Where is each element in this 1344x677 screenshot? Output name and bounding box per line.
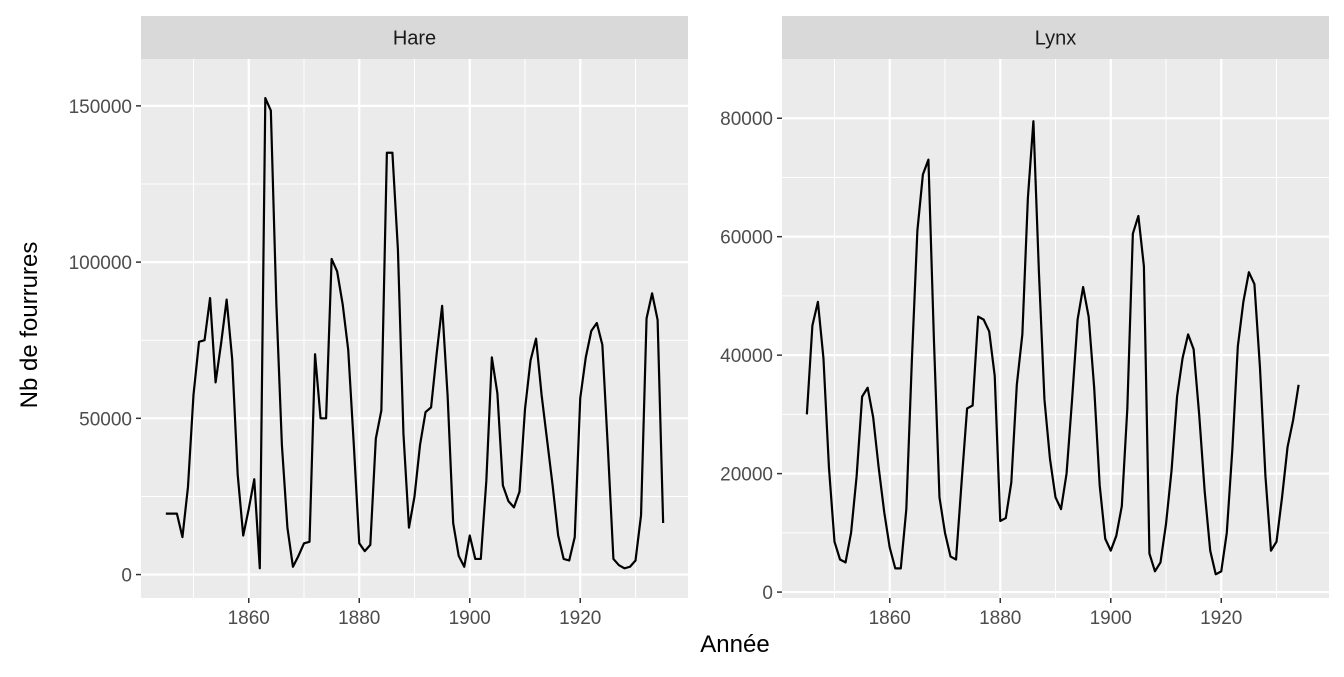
y-tick-label: 0	[121, 566, 132, 587]
x-tick-label: 1860	[869, 608, 911, 629]
x-tick-label: 1880	[979, 608, 1021, 629]
facet-strip	[141, 16, 688, 59]
x-tick-label: 1860	[228, 608, 270, 629]
series-line-hare	[165, 96, 665, 570]
y-tick-label: 150000	[69, 97, 132, 118]
y-tick-label: 40000	[720, 346, 773, 367]
series-line-lynx	[805, 120, 1300, 576]
facet-strip	[782, 16, 1329, 59]
panel-lynx: Lynx 0 20000 40000 60000 80000 1860 1880 1900 192…	[720, 16, 1329, 629]
y-axis-title: Nb de fourrures	[16, 242, 43, 409]
y-tick-label: 100000	[69, 253, 132, 274]
y-tick-label: 20000	[720, 465, 773, 486]
y-tick-label: 50000	[79, 409, 132, 430]
y-tick-label: 60000	[720, 228, 773, 249]
y-tick-label: 80000	[720, 109, 773, 130]
x-tick-label: 1880	[338, 608, 380, 629]
x-tick-label: 1900	[449, 608, 491, 629]
x-tick-label: 1920	[559, 608, 601, 629]
facet-strip-label: Lynx	[1035, 28, 1077, 50]
x-tick-label: 1900	[1090, 608, 1132, 629]
x-axis-title: Année	[700, 631, 769, 658]
x-tick-label: 1920	[1200, 608, 1242, 629]
facet-strip-label: Hare	[393, 28, 436, 50]
panel-hare: Hare 0 50000 100000 150000 1860 1880 1900 1920	[69, 16, 688, 629]
y-tick-label: 0	[762, 583, 773, 604]
